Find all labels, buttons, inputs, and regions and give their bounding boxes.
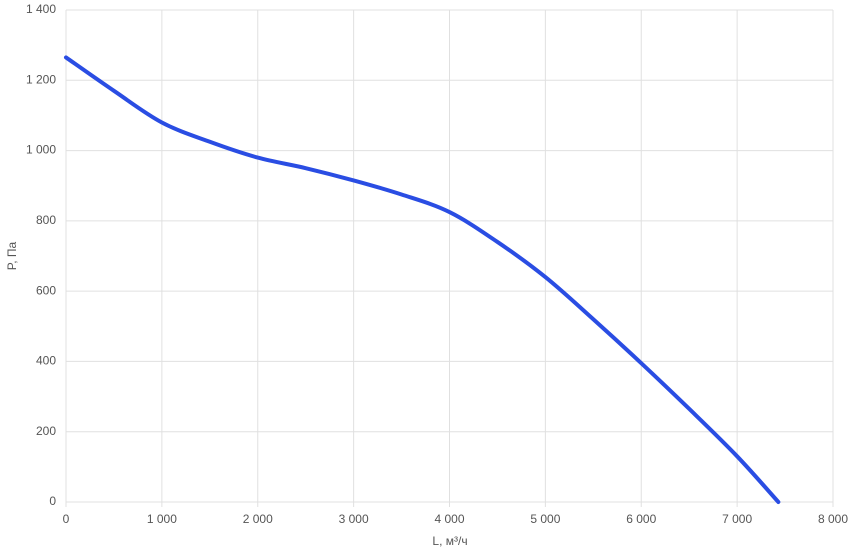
y-tick-label: 400 xyxy=(36,354,56,368)
y-tick-label: 600 xyxy=(36,283,56,297)
y-tick-label: 1 400 xyxy=(26,2,56,16)
x-tick-label: 7 000 xyxy=(722,512,752,526)
data-line xyxy=(64,55,781,504)
y-tick-label: 1 000 xyxy=(26,143,56,157)
x-tick-label: 8 000 xyxy=(818,512,848,526)
y-tick-label: 200 xyxy=(36,424,56,438)
x-tick-label: 0 xyxy=(63,512,70,526)
y-tick-label: 0 xyxy=(49,494,56,508)
x-tick-label: 4 000 xyxy=(434,512,464,526)
y-tick-label: 1 200 xyxy=(26,72,56,86)
x-tick-label: 3 000 xyxy=(339,512,369,526)
x-axis-title: L, м³/ч xyxy=(432,534,467,548)
x-tick-label: 6 000 xyxy=(626,512,656,526)
y-axis-title: P, Па xyxy=(5,241,19,270)
x-tick-label: 5 000 xyxy=(530,512,560,526)
x-tick-label: 2 000 xyxy=(243,512,273,526)
y-tick-label: 800 xyxy=(36,213,56,227)
x-tick-label: 1 000 xyxy=(147,512,177,526)
